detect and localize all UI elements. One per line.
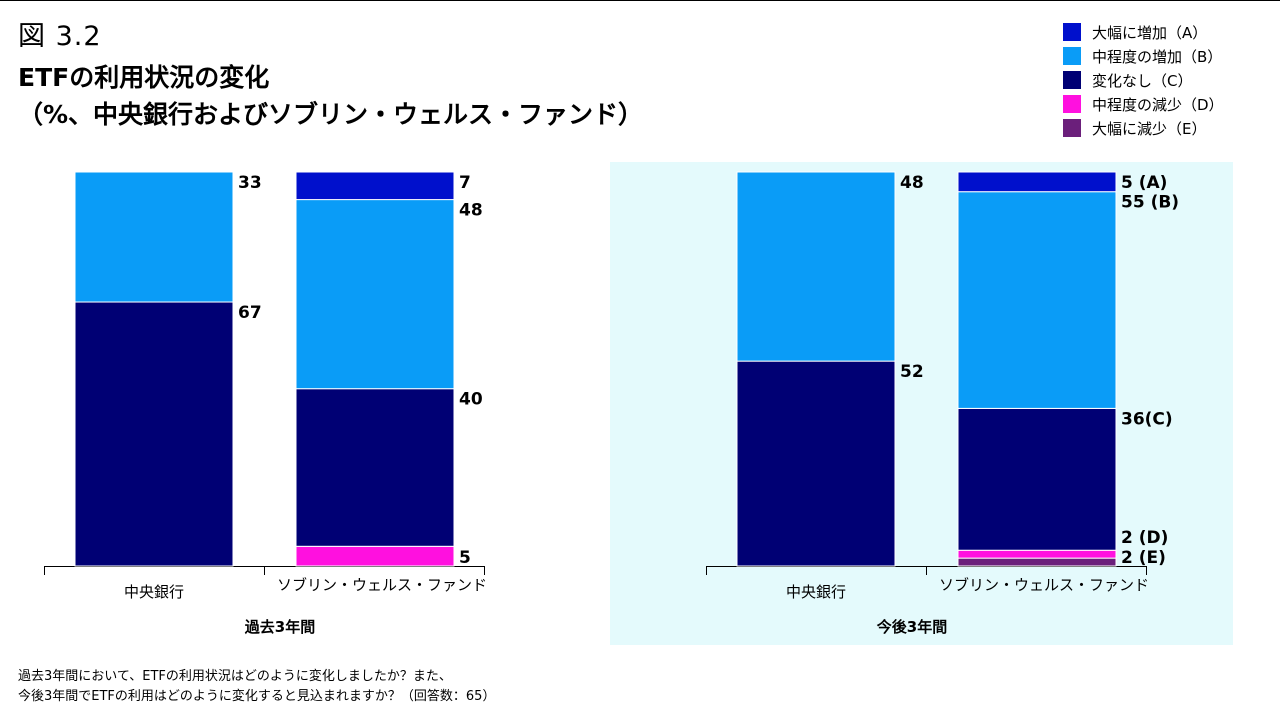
legend-item-b: 中程度の増加（B）	[1063, 44, 1224, 68]
bar-segment-0-1-C	[295, 388, 455, 547]
bar-segment-1-1-D	[957, 549, 1117, 559]
legend-label-d: 中程度の減少（D）	[1092, 95, 1224, 114]
legend-label-e: 大幅に減少（E）	[1092, 119, 1207, 138]
data-label-0-0-C: 67	[238, 303, 262, 323]
data-label-1-0-B: 48	[900, 173, 924, 193]
data-label-1-1-B: 55 (B)	[1121, 193, 1179, 213]
chart-subtitle: （%、中央銀行およびソブリン・ウェルス・ファンド）	[18, 100, 644, 129]
legend-swatch-b	[1063, 47, 1081, 65]
bar-segment-1-1-B	[957, 191, 1117, 409]
legend-item-e: 大幅に減少（E）	[1063, 116, 1224, 140]
data-label-1-0-C: 52	[900, 362, 924, 382]
legend-label-a: 大幅に増加（A）	[1092, 23, 1208, 42]
bar-segment-0-1-A	[295, 171, 455, 201]
legend-swatch-a	[1063, 23, 1081, 41]
top-rule	[0, 0, 1280, 1]
bar-segment-0-0-C	[74, 301, 234, 567]
legend-swatch-c	[1063, 71, 1081, 89]
data-label-0-1-A: 7	[459, 173, 471, 193]
category-label-1-1: ソブリン・ウェルス・ファンド	[939, 576, 1149, 594]
bar-segment-1-1-E	[957, 557, 1117, 567]
legend-item-c: 変化なし（C）	[1063, 68, 1224, 92]
bar-segment-1-1-A	[957, 171, 1117, 193]
data-label-0-1-B: 48	[459, 201, 483, 221]
data-label-0-0-B: 33	[238, 173, 262, 193]
bar-segment-1-1-C	[957, 407, 1117, 551]
highlight-panel-1	[610, 162, 1233, 645]
legend-label-b: 中程度の増加（B）	[1092, 47, 1223, 66]
category-label-0-0: 中央銀行	[124, 583, 184, 601]
data-label-0-1-C: 40	[459, 390, 483, 410]
data-label-1-1-A: 5 (A)	[1121, 173, 1167, 193]
footnote: 過去3年間において、ETFの利用状況はどのように変化しましたか？また、 今後3年…	[18, 667, 495, 707]
data-label-1-1-E: 2 (E)	[1121, 548, 1166, 568]
category-label-1-0: 中央銀行	[786, 583, 846, 601]
data-label-0-1-D: 5	[459, 548, 471, 568]
data-label-1-1-D: 2 (D)	[1121, 528, 1168, 548]
bar-segment-0-0-B	[74, 171, 234, 303]
legend-swatch-d	[1063, 95, 1081, 113]
footnote-line-2: 今後3年間でETFの利用はどのように変化すると見込まれますか？（回答数：65）	[18, 689, 496, 704]
legend-item-a: 大幅に増加（A）	[1063, 20, 1224, 44]
bar-segment-1-0-B	[736, 171, 896, 362]
footnote-line-1: 過去3年間において、ETFの利用状況はどのように変化しましたか？また、	[18, 669, 452, 684]
figure-number: 図 3.2	[18, 21, 102, 52]
group-label-0: 過去3年間	[244, 618, 315, 636]
category-label-0-1: ソブリン・ウェルス・ファンド	[277, 576, 487, 594]
chart-title: ETFの利用状況の変化	[18, 63, 270, 92]
bar-segment-1-0-C	[736, 360, 896, 567]
bar-segment-0-1-B	[295, 199, 455, 390]
group-label-1: 今後3年間	[876, 618, 947, 636]
data-label-1-1-C: 36(C)	[1121, 409, 1173, 429]
bar-segment-0-1-D	[295, 545, 455, 567]
legend-item-d: 中程度の減少（D）	[1063, 92, 1224, 116]
legend-swatch-e	[1063, 119, 1081, 137]
legend: 大幅に増加（A） 中程度の増加（B） 変化なし（C） 中程度の減少（D） 大幅に…	[1063, 20, 1224, 140]
legend-label-c: 変化なし（C）	[1092, 71, 1193, 90]
